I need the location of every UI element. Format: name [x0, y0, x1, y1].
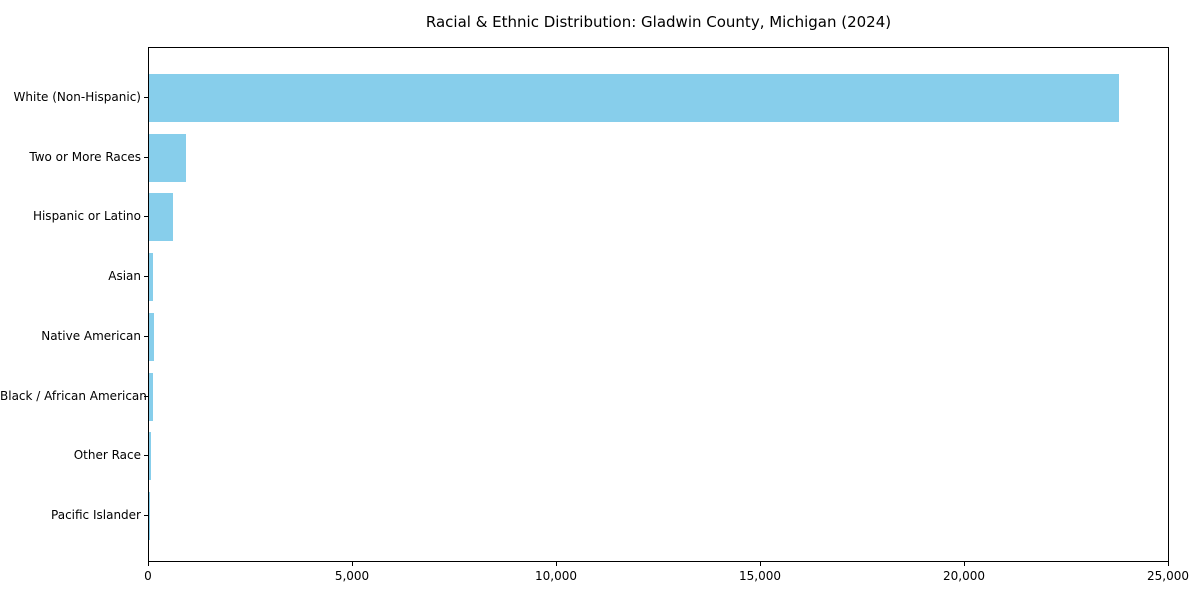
y-axis-tick: [144, 97, 148, 98]
x-axis-tick-label: 5,000: [334, 569, 370, 583]
x-axis-tick: [964, 562, 965, 566]
x-axis-tick: [556, 562, 557, 566]
x-axis-tick: [148, 562, 149, 566]
x-axis-tick: [760, 562, 761, 566]
x-axis-tick: [352, 562, 353, 566]
x-axis-tick-label: 20,000: [943, 569, 985, 583]
bar-hispanic-or-latino: [149, 193, 173, 242]
x-axis-tick-label: 15,000: [739, 569, 781, 583]
y-axis-tick: [144, 335, 148, 337]
chart-title: Racial & Ethnic Distribution: Gladwin Co…: [425, 13, 892, 31]
y-axis-label: Hispanic or Latino: [32, 209, 141, 224]
bar-white-non-hispanic: [149, 74, 1120, 122]
y-axis-tick: [144, 395, 148, 397]
x-axis-tick-label: 0: [144, 569, 152, 583]
bar-black-african-american: [149, 372, 153, 421]
y-axis-tick: [144, 156, 148, 158]
y-axis-label: Asian: [108, 269, 141, 284]
x-axis-tick: [1168, 562, 1169, 566]
y-axis-tick: [144, 514, 148, 516]
x-axis-tick-label: 10,000: [535, 569, 577, 583]
y-axis-label: Two or More Races: [29, 149, 141, 164]
x-axis-tick-label: 25,000: [1147, 569, 1189, 583]
y-axis-tick: [144, 276, 148, 278]
y-axis-label: Pacific Islander: [51, 507, 141, 522]
y-axis-label: Native American: [41, 328, 141, 343]
y-axis-label: Other Race: [73, 448, 141, 463]
bar-native-american: [149, 312, 154, 361]
bar-other-race: [149, 432, 152, 481]
y-axis-tick: [144, 455, 148, 457]
y-axis-label: Black / African American: [0, 388, 147, 403]
y-axis-tick: [144, 216, 148, 218]
bar-two-or-more-races: [149, 133, 187, 182]
plot-area: [148, 47, 1169, 562]
y-axis-label: White (Non-Hispanic): [13, 90, 141, 104]
bar-asian: [149, 253, 154, 302]
